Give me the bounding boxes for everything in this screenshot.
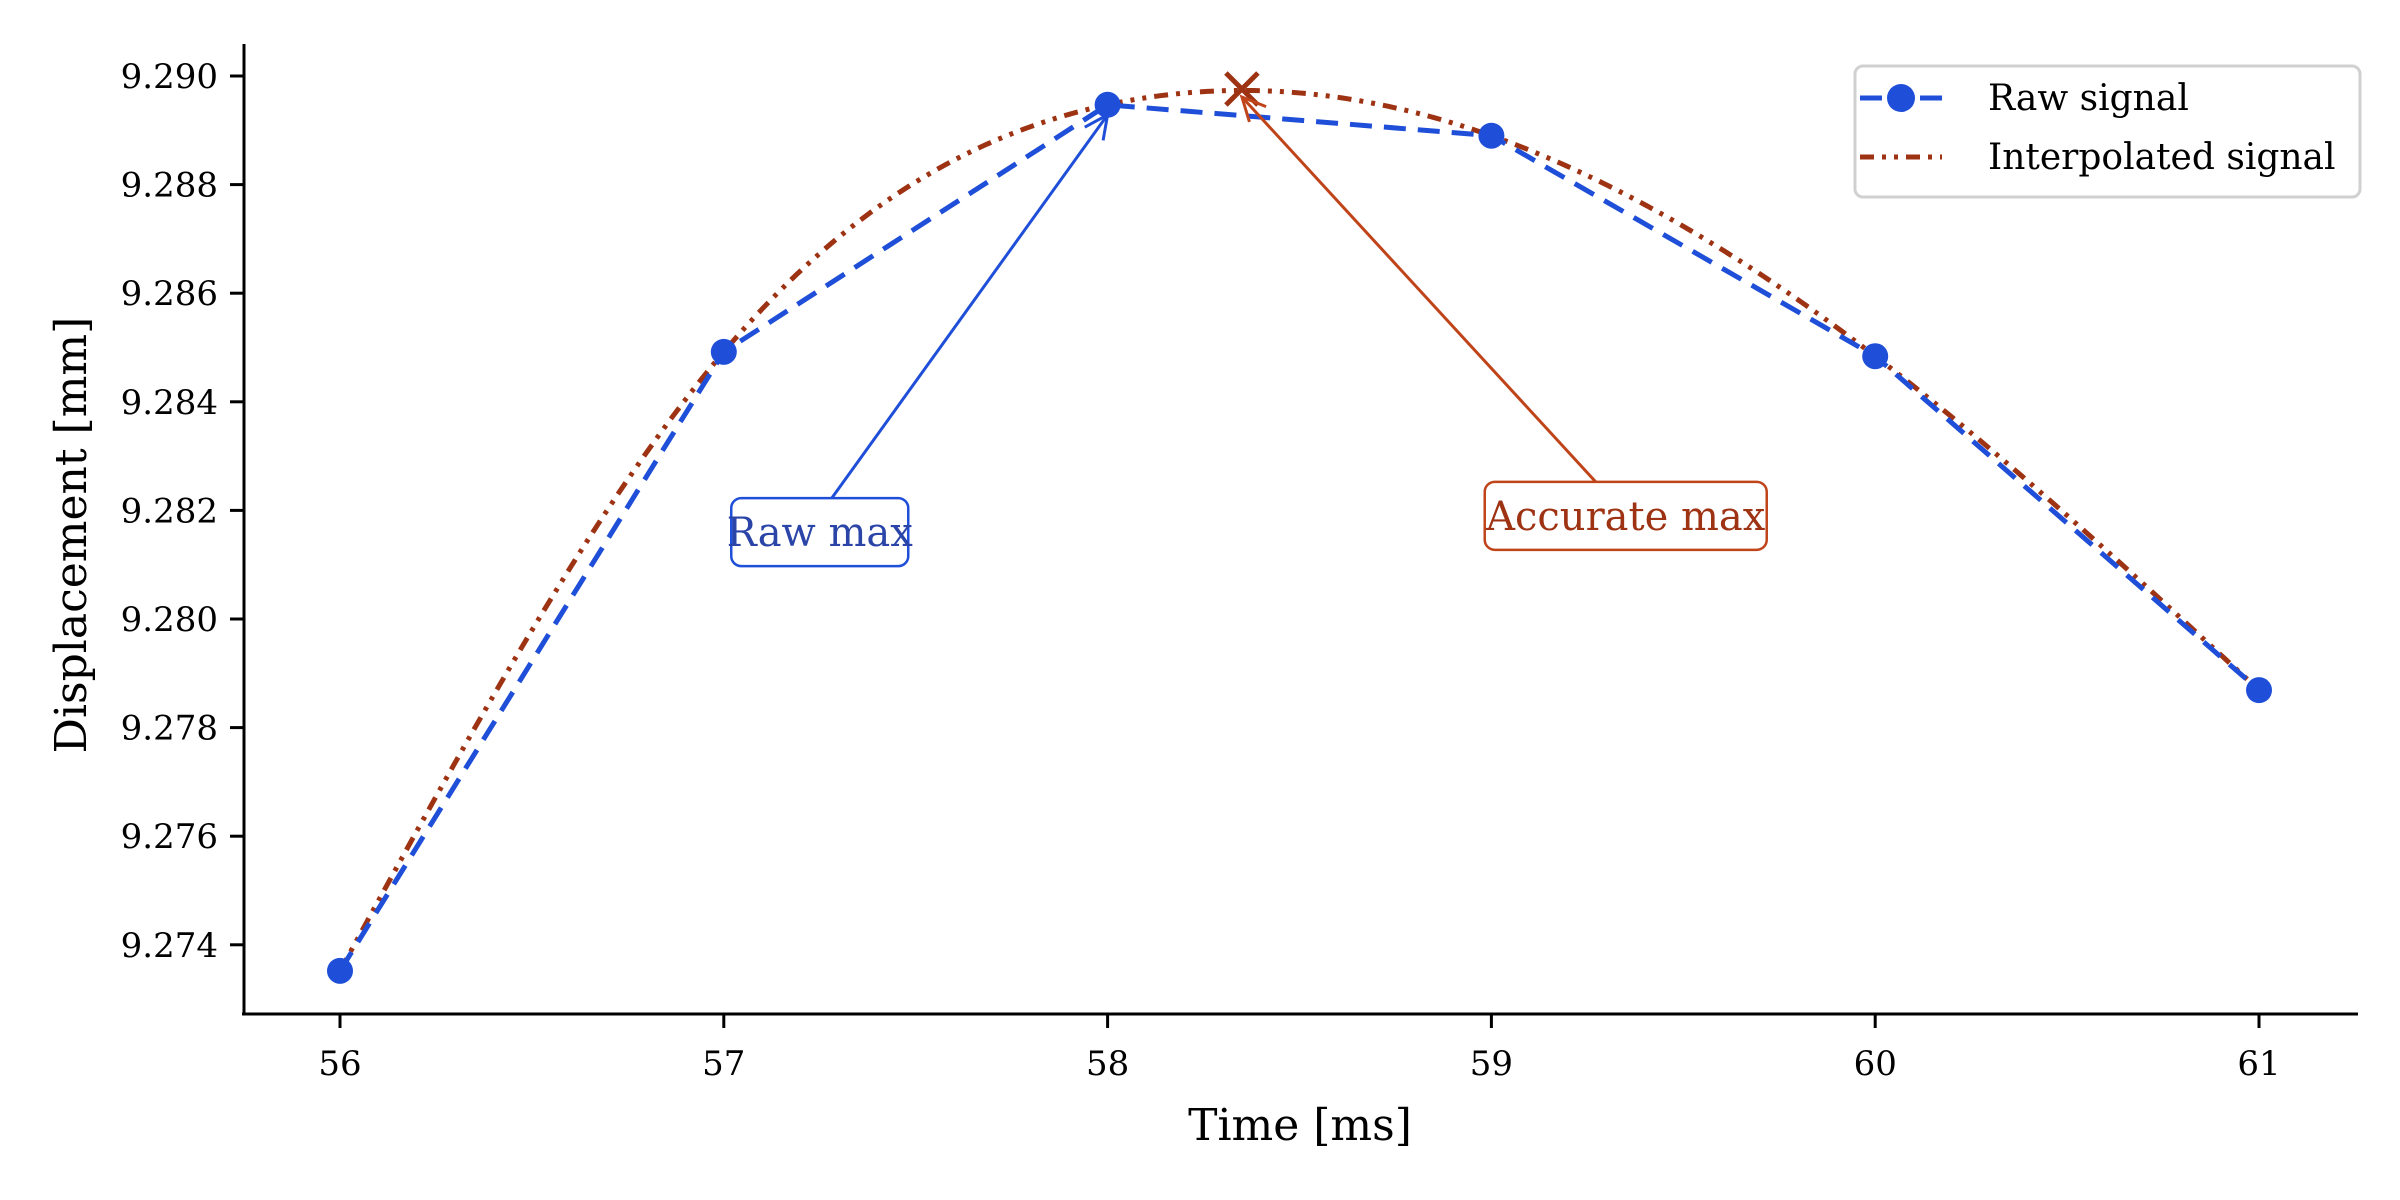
legend: Raw signal Interpolated signal [1853,64,2362,199]
annotation-box [1483,480,1768,552]
legend-entry-raw: Raw signal [1860,78,2189,119]
raw-series [327,91,2272,984]
raw-signal-point [1478,122,1505,149]
x-axis-label: Time [ms] [1188,1100,1412,1151]
y-tick-label: 9.276 [121,817,218,857]
y-tick-label: 9.280 [121,600,218,640]
annotation-arrowhead [1084,111,1110,141]
y-tick-label: 9.274 [121,926,218,966]
annotation-arrowhead [1239,94,1267,123]
legend-raw-marker-icon [1887,84,1915,112]
annotation-layer: Raw max Accurate max [727,94,1768,568]
legend-entry-interpolated: Interpolated signal [1860,137,2336,178]
legend-interp-label: Interpolated signal [1988,137,2336,178]
x-tick-label: 57 [702,1044,745,1084]
x-tick-label: 59 [1470,1044,1513,1084]
raw-signal-point [327,957,353,984]
x-tick-label: 56 [318,1044,361,1084]
raw-signal-point [1094,91,1121,118]
annotation-arrow [830,113,1109,499]
interpolated-signal-line [337,87,2261,973]
annotation-accurate-max: Accurate max [1239,94,1768,552]
annotation-raw-max: Raw max [727,111,1110,568]
annotation-label: Raw max [727,510,914,556]
annotation-box [730,496,910,568]
legend-raw-label: Raw signal [1988,78,2189,119]
x-tick-label: 60 [1854,1044,1897,1084]
y-tick-label: 9.288 [121,166,218,206]
x-tick-label: 61 [2237,1044,2280,1084]
y-ticks: 9.274 9.276 9.278 9.280 9.282 9.284 9.286 9.288… [121,57,244,966]
y-tick-label: 9.278 [121,709,218,749]
x-tick-label: 58 [1086,1044,1129,1084]
y-tick-label: 9.286 [121,274,218,314]
raw-signal-line [337,102,2261,973]
plot-area: Raw max Accurate max [327,71,2272,984]
raw-signal-point [710,338,737,365]
raw-signal-point [1862,343,1889,370]
y-tick-label: 9.290 [121,57,218,97]
annotation-arrow [1240,96,1597,483]
y-tick-label: 9.282 [121,491,218,531]
y-axis-label: Displacement [mm] [46,317,97,754]
x-ticks: 56 57 58 59 60 61 [318,1014,2281,1084]
annotation-label: Accurate max [1485,494,1766,540]
y-tick-label: 9.284 [121,383,218,423]
legend-frame [1853,64,2362,199]
raw-signal-point [2246,677,2272,704]
interpolated-series [337,87,2261,973]
